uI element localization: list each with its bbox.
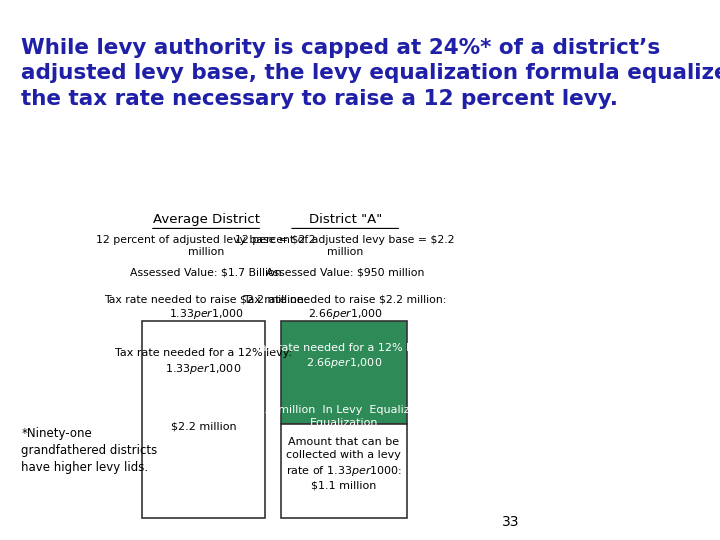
Text: Amount that can be
collected with a levy
rate of $1.33 per $1000:
$1.1 million: Amount that can be collected with a levy… (286, 437, 402, 490)
Text: *Ninety-one
grandfathered districts
have higher levy lids.: *Ninety-one grandfathered districts have… (22, 427, 158, 474)
Text: 33: 33 (502, 515, 519, 529)
FancyBboxPatch shape (281, 424, 407, 518)
FancyBboxPatch shape (142, 321, 265, 518)
Text: District "A": District "A" (309, 213, 382, 226)
FancyBboxPatch shape (281, 321, 407, 424)
Text: 12 percent of adjusted levy base = $2.2
million: 12 percent of adjusted levy base = $2.2 … (96, 235, 316, 257)
Text: 12 percent of adjusted levy base = $2.2
million: 12 percent of adjusted levy base = $2.2 … (235, 235, 455, 257)
Text: Average District: Average District (153, 213, 259, 226)
Text: Tax rate needed to raise $2.2 million:
$2.66 per $1,000: Tax rate needed to raise $2.2 million: $… (243, 294, 447, 321)
Text: $1.1 million  In Levy  Equalization
Equalization: $1.1 million In Levy Equalization Equali… (250, 405, 438, 428)
Text: While levy authority is capped at 24%* of a district’s
adjusted levy base, the l: While levy authority is capped at 24%* o… (22, 38, 720, 109)
Text: $2.2 million: $2.2 million (171, 421, 236, 431)
Text: Tax rate needed for a 12% levy:
$1.33 per $1,000: Tax rate needed for a 12% levy: $1.33 pe… (114, 348, 292, 376)
Text: Assessed Value: $950 million: Assessed Value: $950 million (266, 267, 424, 278)
Text: Tax rate needed to raise $2.2 million:
$1.33 per $1,000: Tax rate needed to raise $2.2 million: $… (104, 294, 307, 321)
Text: Assessed Value: $1.7 Billion: Assessed Value: $1.7 Billion (130, 267, 282, 278)
Text: Tax rate needed for a 12% levy:
$2.66 per $1,000: Tax rate needed for a 12% levy: $2.66 pe… (255, 343, 433, 370)
